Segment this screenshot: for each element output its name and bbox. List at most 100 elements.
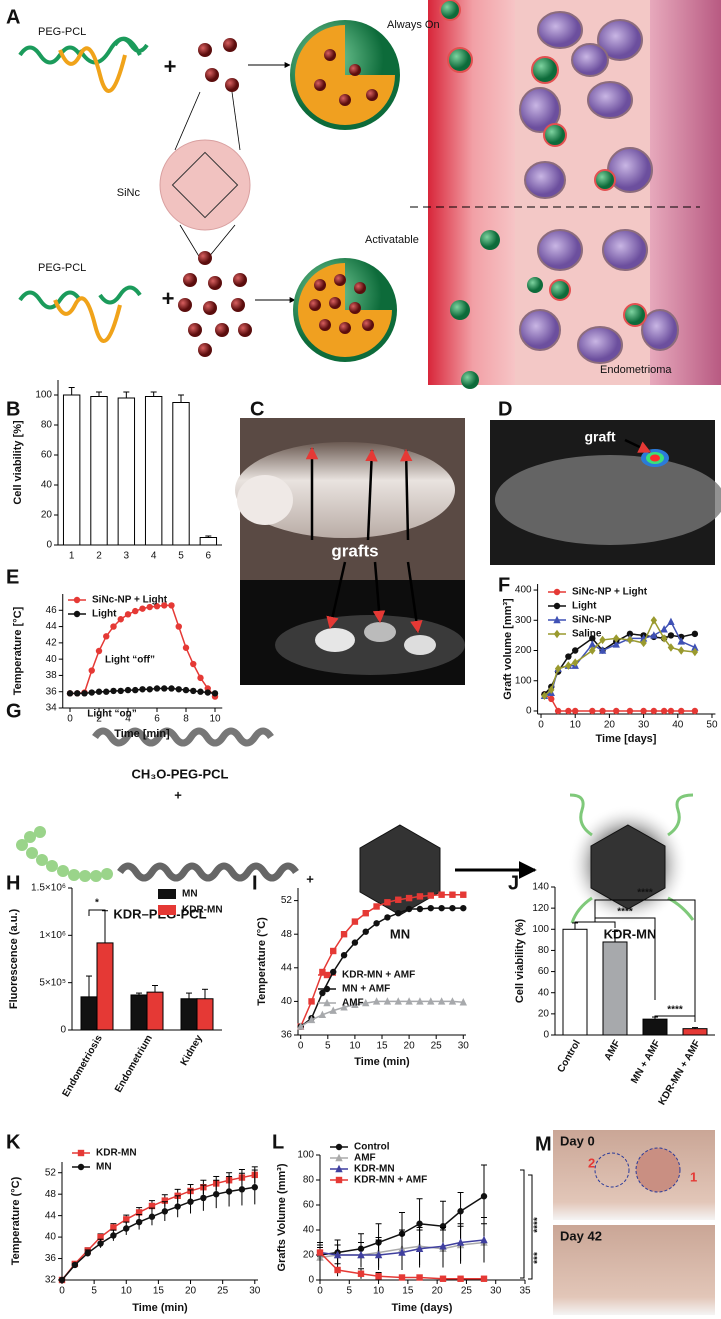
marker	[81, 690, 88, 697]
marker	[103, 688, 110, 695]
y-tick-label: 36	[281, 1030, 293, 1041]
marker	[589, 707, 596, 715]
bar	[180, 998, 198, 1031]
annotation: Light “on”	[87, 709, 136, 720]
product-label: KDR-MN	[604, 926, 657, 941]
marker	[161, 1208, 169, 1215]
x-tick-label: 4	[151, 551, 157, 562]
marker	[319, 989, 326, 997]
marker	[77, 1163, 85, 1171]
panel-letter: M	[535, 1133, 552, 1155]
marker	[110, 1232, 117, 1239]
marker	[384, 899, 391, 906]
polymer-label: PEG-PCL	[38, 26, 86, 38]
marker	[375, 1273, 382, 1280]
marker	[626, 635, 634, 645]
marker	[439, 1275, 447, 1282]
marker	[691, 643, 699, 651]
marker	[395, 896, 402, 903]
marker	[153, 685, 161, 692]
marker	[204, 689, 211, 696]
bar	[96, 942, 114, 1031]
y-tick-label: 32	[45, 1275, 57, 1286]
x-tick-label: 0	[538, 720, 544, 731]
marker	[456, 1238, 465, 1246]
marker	[323, 971, 331, 979]
marker	[553, 602, 561, 610]
marker	[626, 630, 634, 638]
marker	[650, 631, 658, 639]
marker	[182, 644, 190, 651]
marker	[308, 998, 315, 1005]
x-tick-label: 15	[376, 1041, 388, 1052]
marker	[374, 1250, 383, 1259]
x-tick-label: KDR-MN + AMF	[657, 1038, 703, 1107]
marker	[572, 707, 579, 715]
marker	[84, 1249, 91, 1257]
bar	[117, 397, 136, 546]
vessel	[428, 0, 518, 385]
marker	[146, 603, 153, 611]
bar	[682, 1028, 708, 1036]
x-tick-label: 10	[121, 1286, 133, 1297]
x-tick-label: 6	[206, 551, 212, 562]
marker	[405, 905, 413, 913]
marker	[73, 610, 81, 618]
marker	[678, 646, 685, 655]
bar	[90, 396, 108, 546]
y-tick-label: 20	[41, 510, 53, 521]
polymer-label: CH₃O-PEG-PCL	[131, 766, 228, 781]
legend-label: MN	[96, 1162, 112, 1173]
legend-label: Saline	[572, 629, 602, 640]
marker	[329, 1006, 337, 1014]
y-tick-label: 20	[538, 1008, 550, 1019]
marker	[667, 707, 675, 715]
x-tick-label: 10	[373, 1286, 385, 1297]
particle-label: MN	[390, 926, 410, 941]
annotation: ****	[533, 1217, 544, 1233]
y-tick-label: 48	[281, 929, 293, 940]
marker	[660, 707, 668, 715]
y-tick-label: 42	[46, 637, 58, 648]
x-tick-label: 2	[96, 714, 102, 725]
y-tick-label: 80	[303, 1175, 315, 1186]
marker	[103, 633, 110, 640]
marker	[333, 1250, 342, 1259]
x-tick-label: 40	[672, 720, 684, 731]
marker	[599, 707, 606, 715]
marker	[565, 707, 572, 715]
marker	[437, 997, 446, 1005]
marker	[553, 615, 561, 624]
y-tick-label: 40	[281, 996, 293, 1007]
marker	[297, 1022, 305, 1030]
bar	[196, 998, 214, 1031]
marker	[95, 688, 103, 695]
marker	[459, 998, 467, 1006]
marker	[572, 658, 579, 667]
y-tick-label: 300	[515, 615, 532, 626]
marker	[362, 928, 369, 935]
marker	[335, 1153, 343, 1162]
marker	[640, 707, 647, 715]
y-tick-label: 60	[41, 450, 53, 461]
x-tick-label: 35	[519, 1286, 531, 1297]
plus: +	[164, 54, 177, 79]
marker	[667, 632, 675, 639]
panel-letter: G	[6, 700, 22, 722]
legend-swatch	[158, 889, 176, 899]
legend-label: Control	[354, 1142, 390, 1153]
marker	[161, 1197, 169, 1204]
x-tick-label: 4	[125, 714, 131, 725]
marker	[405, 997, 413, 1005]
marker	[691, 630, 699, 638]
marker	[565, 653, 572, 660]
x-tick-label: MN + AMF	[629, 1038, 663, 1085]
y-tick-label: 0	[60, 1025, 66, 1036]
legend-label: AMF	[354, 1153, 376, 1164]
marker	[316, 1249, 324, 1256]
marker	[415, 1244, 424, 1252]
bar	[130, 994, 148, 1031]
marker	[307, 1015, 316, 1024]
bar	[144, 396, 163, 546]
legend-label: MN + AMF	[342, 984, 390, 995]
